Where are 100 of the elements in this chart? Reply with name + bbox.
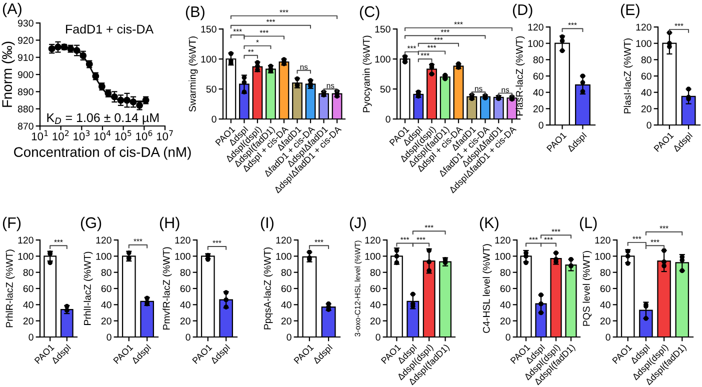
y-tick-label: 0 — [506, 334, 510, 341]
y-tick-label: 60 — [641, 72, 652, 80]
y-tick-label: 100 — [96, 252, 112, 260]
y-axis-title: Fnorm (‰) — [2, 42, 15, 107]
y-tick-label: 0 — [286, 334, 292, 341]
y-tick-label: 40 — [101, 301, 112, 308]
y-tick-label: 100 — [18, 252, 34, 260]
x-tick-label: 10$^{6}$ — [136, 130, 152, 140]
y-tick-label: 60 — [500, 285, 510, 292]
y-tick-label: 80 — [533, 56, 544, 64]
y-tick-label: 900 — [18, 71, 34, 78]
y-axis-title: PQS level (%WT) — [582, 251, 592, 326]
y-tick-label: 0 — [212, 116, 216, 123]
y-tick-label: 40 — [281, 301, 292, 308]
y-tick-label: 880 — [18, 106, 34, 112]
y-tick-label: 120 — [175, 236, 190, 244]
chart-title: (E) — [620, 4, 640, 18]
y-tick-label: 120 — [96, 236, 112, 244]
y-tick-label: 100 — [175, 252, 190, 260]
y-axis-title: Swarming (%WT) — [188, 36, 198, 112]
y-tick-label: 920 — [18, 36, 34, 44]
y-tick-label: 40 — [641, 89, 652, 96]
y-tick-label: 60 — [533, 72, 544, 80]
y-tick-label: 40 — [600, 301, 610, 308]
y-tick-label: 890 — [18, 88, 34, 96]
y-tick-label: 80 — [180, 269, 190, 276]
y-tick-label: 100 — [375, 56, 390, 63]
y-tick-label: 50 — [206, 86, 216, 93]
y-tick-label: 80 — [600, 269, 610, 276]
y-tick-label: 80 — [23, 269, 34, 276]
y-tick-label: 40 — [533, 89, 544, 96]
y-tick-label: 60 — [180, 285, 190, 292]
x-axis-title: Concentration of cis-DA (nM) — [14, 146, 191, 160]
y-axis-title: PpqsA-lacZ (%WT) — [264, 248, 273, 330]
y-tick-label: 20 — [600, 318, 610, 324]
y-tick-label: 20 — [101, 318, 112, 324]
x-tick-label: 10$^{1}$ — [32, 130, 48, 140]
y-tick-label: 100 — [636, 40, 652, 47]
chart-title: (G) — [80, 216, 102, 232]
y-axis-title: PrhlI-lacZ (%WT) — [84, 252, 93, 325]
y-tick-label: 40 — [370, 301, 380, 308]
y-tick-label: 120 — [276, 236, 292, 244]
y-tick-label: 120 — [18, 236, 34, 244]
x-tick-label: 10$^{7}$ — [156, 130, 173, 140]
y-tick-label: 40 — [180, 301, 190, 308]
y-tick-label: 60 — [101, 285, 112, 292]
y-tick-label: 80 — [641, 56, 652, 64]
x-tick-label: 10$^{2}$ — [52, 130, 69, 140]
y-tick-label: 40 — [23, 301, 34, 308]
y-tick-label: 0 — [186, 334, 190, 341]
y-tick-label: 910 — [18, 54, 34, 61]
chart-title: (B) — [186, 6, 204, 20]
y-tick-label: 0 — [646, 122, 652, 129]
y-axis-title: PrhlR-lacZ (%WT) — [6, 250, 15, 328]
y-tick-label: 20 — [281, 318, 292, 324]
y-tick-label: 120 — [636, 24, 652, 31]
y-tick-label: 100 — [495, 252, 510, 260]
chart-title: (K) — [480, 216, 498, 232]
y-tick-label: 120 — [595, 236, 610, 244]
x-tick-label: 10$^{4}$ — [94, 130, 111, 140]
y-tick-label: 60 — [23, 285, 34, 292]
chart-title: (H) — [160, 216, 180, 232]
annotation: FadD1 + cis-DA — [66, 24, 154, 34]
chart-title: (C) — [360, 6, 380, 20]
y-tick-label: 60 — [281, 285, 292, 292]
y-tick-label: 50 — [380, 86, 390, 93]
y-tick-label: 20 — [500, 318, 510, 324]
y-tick-label: 150 — [375, 26, 390, 33]
y-tick-label: 80 — [101, 269, 112, 276]
y-axis-title: C4-HSL level (%WT) — [482, 244, 492, 333]
chart-title: (F) — [2, 216, 21, 232]
y-tick-label: 20 — [180, 318, 190, 324]
y-tick-label: 100 — [276, 252, 292, 260]
y-tick-label: 0 — [28, 334, 34, 341]
y-tick-label: 100 — [595, 252, 610, 260]
y-tick-label: 100 — [528, 40, 544, 47]
y-axis-title: PlasR-lacZ (%WT) — [516, 36, 525, 116]
y-tick-label: 100 — [365, 252, 380, 260]
y-tick-label: 120 — [528, 24, 544, 31]
y-tick-label: 930 — [18, 20, 34, 27]
y-tick-label: 40 — [500, 301, 510, 308]
chart-title: (I) — [260, 216, 274, 232]
y-axis-title: Pyocyanin (%WT) — [362, 36, 372, 112]
y-tick-label: 20 — [533, 105, 544, 112]
y-tick-label: 20 — [641, 105, 652, 112]
y-tick-label: 0 — [386, 116, 390, 123]
y-tick-label: 0 — [538, 122, 544, 129]
y-axis-title: PlasI-lacZ (%WT) — [624, 38, 633, 114]
y-tick-label: 20 — [370, 318, 380, 324]
y-tick-label: 120 — [365, 236, 380, 244]
y-tick-label: 60 — [600, 285, 610, 292]
y-tick-label: 150 — [201, 26, 216, 33]
y-tick-label: 80 — [281, 269, 292, 276]
chart-title: (D) — [512, 4, 532, 18]
y-tick-label: 0 — [376, 334, 380, 341]
y-tick-label: 80 — [370, 269, 380, 276]
y-tick-label: 60 — [370, 285, 380, 292]
y-tick-label: 0 — [606, 334, 610, 341]
y-tick-label: 120 — [495, 236, 510, 244]
chart-title: (J) — [350, 216, 366, 232]
